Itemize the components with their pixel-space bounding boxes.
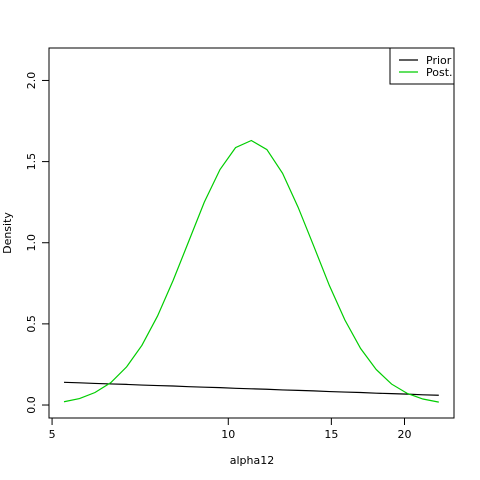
y-tick-label: 1.0 — [25, 234, 38, 252]
y-tick-label: 1.5 — [25, 153, 38, 171]
plot-frame — [48, 47, 455, 419]
x-tick-label: 15 — [324, 428, 338, 441]
x-tick-label: 5 — [49, 428, 56, 441]
series-line — [63, 381, 439, 396]
legend-label: Post. — [426, 66, 453, 79]
y-tick-label: 0.0 — [25, 396, 38, 414]
series-line — [63, 139, 439, 403]
x-tick-label: 20 — [397, 428, 411, 441]
legend-label: Prior — [426, 54, 452, 67]
x-axis-label: alpha12 — [230, 454, 275, 467]
y-tick-label: 2.0 — [25, 72, 38, 90]
y-tick-label: 0.5 — [25, 315, 38, 333]
x-tick-label: 10 — [221, 428, 235, 441]
y-axis-label: Density — [1, 212, 14, 254]
legend-box — [389, 47, 455, 85]
